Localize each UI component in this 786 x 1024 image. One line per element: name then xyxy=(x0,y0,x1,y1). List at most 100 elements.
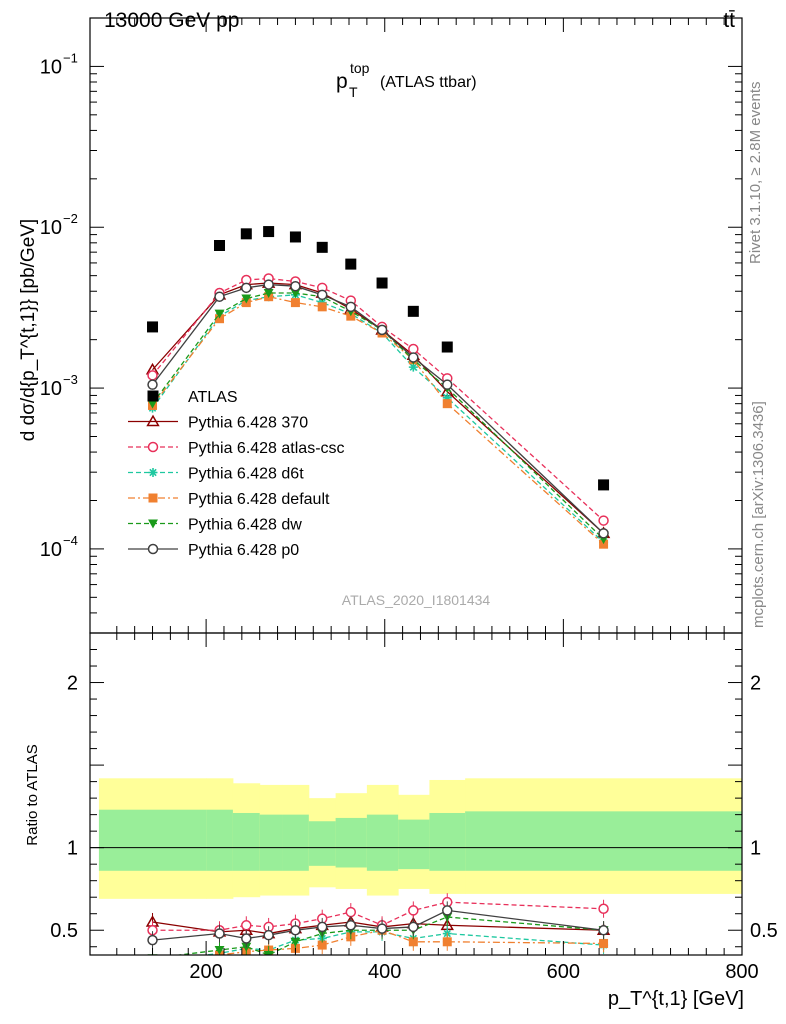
ratio-point-p0 xyxy=(408,921,419,933)
series-p0 xyxy=(147,279,609,539)
process-label: tt̄ xyxy=(723,9,735,32)
data-point-d6t xyxy=(442,393,452,403)
data-point-dw xyxy=(290,288,301,298)
ratio-point-p0 xyxy=(241,933,252,944)
legend-label: Pythia 6.428 d6t xyxy=(188,466,304,483)
legend-label: Pythia 6.428 dw xyxy=(188,517,302,534)
data-point-default xyxy=(290,298,300,308)
rivet-label: Rivet 3.1.10, ≥ 2.8M events xyxy=(747,82,764,265)
data-point-atlas_csc xyxy=(408,343,419,355)
ratio-point-p0 xyxy=(290,924,301,936)
ratio-y-tick-label: 0.5 xyxy=(50,920,78,942)
data-point-dw xyxy=(241,294,252,304)
analysis-id: ATLAS_2020_I1801434 xyxy=(342,592,491,608)
data-point-data xyxy=(376,277,388,289)
legend-label: Pythia 6.428 atlas-csc xyxy=(188,440,345,457)
y-tick-label-exp: −3 xyxy=(63,372,78,387)
data-point-p0 xyxy=(598,528,609,539)
legend-label: ATLAS xyxy=(188,389,238,406)
legend-entry-dw: Pythia 6.428 dw xyxy=(128,517,302,534)
x-tick-label: 600 xyxy=(547,961,580,983)
ratio-point-default xyxy=(408,937,418,947)
ratio-point-p0 xyxy=(598,924,609,936)
data-point-p0 xyxy=(442,379,453,390)
plot-title: p top T (ATLAS ttbar) xyxy=(336,60,477,100)
x-tick-label: 200 xyxy=(189,961,222,983)
band-inner-bin xyxy=(308,821,337,866)
legend-label: Pythia 6.428 default xyxy=(188,491,330,508)
band-inner-bin xyxy=(282,814,310,871)
y-axis-label-main: d dσ/d{p_T^{t,1}} [pb/GeV] xyxy=(18,219,39,441)
ratio-point-default xyxy=(148,955,157,964)
ratio-point-default xyxy=(317,940,327,950)
band-inner-bin xyxy=(206,809,234,871)
collision-label: 13000 GeV pp xyxy=(104,9,239,32)
band-inner-bin xyxy=(465,811,742,871)
ratio-y-tick-label-right: 0.5 xyxy=(750,920,778,942)
band-inner-bin xyxy=(429,812,466,871)
ratio-point-p0 xyxy=(147,934,158,946)
data-point-p0 xyxy=(147,379,158,390)
series-line-default xyxy=(152,296,604,545)
legend-entry-atlas_csc: Pythia 6.428 atlas-csc xyxy=(128,440,345,457)
ratio-bands xyxy=(98,778,742,899)
data-point-p0 xyxy=(263,279,274,290)
ratio-point-default xyxy=(599,938,609,948)
legend-entry-data: ATLAS xyxy=(147,389,238,406)
data-point-data xyxy=(263,226,275,238)
ratio-point-default xyxy=(442,937,452,947)
data-point-p0 xyxy=(241,282,252,294)
ratio-point-dw xyxy=(147,954,158,955)
data-point-data xyxy=(214,240,226,252)
ratio-series-p0 xyxy=(147,901,609,950)
ratio-point-atlas_csc xyxy=(598,903,609,915)
legend-label: Pythia 6.428 p0 xyxy=(188,542,299,559)
band-inner-bin xyxy=(366,814,399,871)
ratio-point-p0 xyxy=(263,929,274,941)
ratio-point-dw xyxy=(214,945,225,955)
legend-entry-d6t: Pythia 6.428 d6t xyxy=(128,466,304,483)
ratio-point-atlas_csc xyxy=(345,906,357,918)
data-point-d6t xyxy=(408,362,418,372)
data-point-p0 xyxy=(290,280,301,292)
band-inner-bin xyxy=(335,817,368,868)
data-point-p0 xyxy=(316,289,328,301)
main-panel: 10−110−210−310−4 xyxy=(40,17,743,634)
data-point-default xyxy=(442,399,452,409)
data-point-data xyxy=(441,341,453,353)
ratio-panel: 0.5 0.5 1 1 2 2 200 400 600 800 xyxy=(50,632,778,983)
band-inner-bin xyxy=(259,814,283,871)
data-point-p0 xyxy=(408,352,419,363)
data-point-p0 xyxy=(345,301,357,313)
legend-label: Pythia 6.428 370 xyxy=(188,415,308,432)
legend-marker xyxy=(147,543,159,555)
data-point-p0 xyxy=(214,291,225,302)
ratio-point-p0 xyxy=(376,923,388,934)
plot-title-sub: T xyxy=(349,84,358,100)
ratio-y-tick-label-right: 1 xyxy=(750,838,761,860)
band-inner-bin xyxy=(398,819,430,870)
ratio-point-p0 xyxy=(214,928,225,939)
legend-marker xyxy=(146,414,160,427)
y-tick-label-exp: −4 xyxy=(63,533,78,548)
ratio-point-dw xyxy=(290,937,301,947)
data-point-data xyxy=(407,305,419,317)
data-point-default xyxy=(599,539,609,549)
data-point-data xyxy=(147,321,159,333)
main-frame xyxy=(89,17,743,634)
data-point-default xyxy=(215,314,225,324)
legend-marker xyxy=(147,390,159,402)
mcplots-label: mcplots.cern.ch [arXiv:1306.3436] xyxy=(750,401,767,628)
ratio-point-atlas_csc xyxy=(241,920,252,931)
y-tick-label-exp: −1 xyxy=(63,50,78,65)
data-point-dw xyxy=(147,399,158,409)
ratio-point-p0 xyxy=(345,920,357,931)
plot-title-suffix: (ATLAS ttbar) xyxy=(380,74,477,91)
band-inner-bin xyxy=(98,809,207,871)
data-point-atlas_csc xyxy=(598,515,609,526)
data-point-dw xyxy=(263,288,274,298)
ratio-point-atlas_csc xyxy=(408,905,419,916)
y-tick-label-exp: −2 xyxy=(63,211,78,226)
data-point-data xyxy=(316,241,328,253)
